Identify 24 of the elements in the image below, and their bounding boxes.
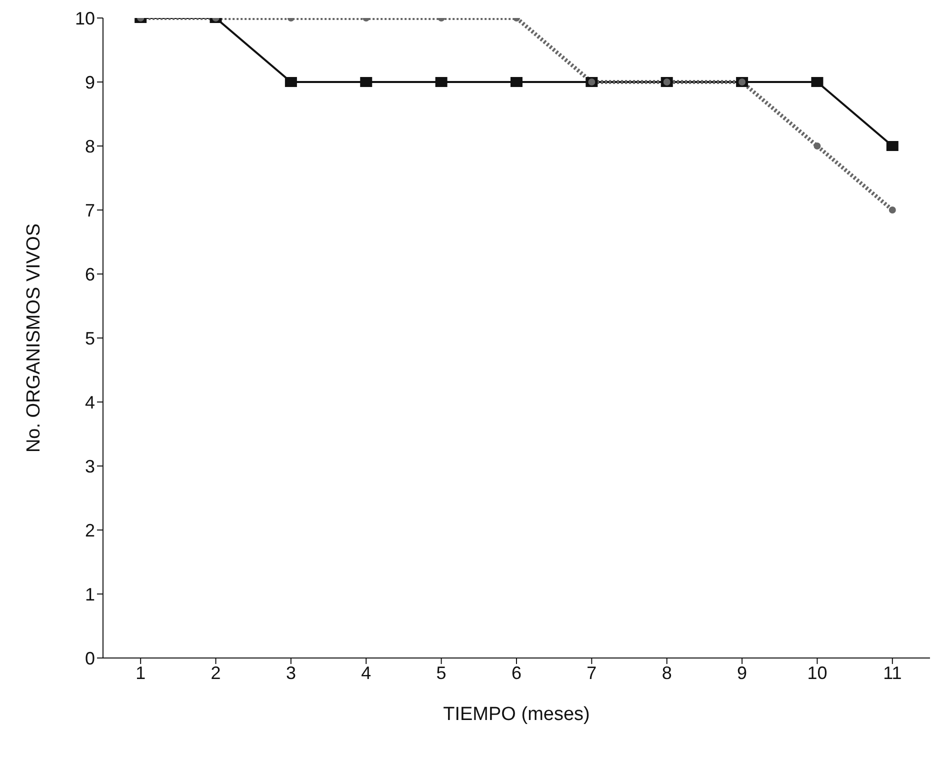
x-tick-label: 10 <box>807 662 828 683</box>
y-tick-label: 5 <box>84 328 95 348</box>
y-tick-label: 3 <box>84 456 95 476</box>
y-tick-label: 2 <box>84 520 95 540</box>
x-tick-label: 9 <box>737 662 748 683</box>
x-tick-label: 8 <box>662 662 672 683</box>
x-tick-label: 7 <box>586 662 597 683</box>
y-tick-label: 10 <box>74 8 95 28</box>
y-axis-title: No. ORGANISMOS VIVOS <box>24 223 45 453</box>
x-tick-label: 1 <box>136 662 146 683</box>
x-axis-title: TIEMPO (meses) <box>443 704 590 725</box>
y-tick-label: 7 <box>84 200 95 220</box>
x-tick-label: 3 <box>286 662 296 683</box>
y-tick-label: 0 <box>84 648 95 668</box>
x-tick-label: 6 <box>511 662 522 683</box>
y-tick-label: 9 <box>84 72 95 92</box>
y-tick-label: 1 <box>84 584 95 604</box>
x-tick-label: 2 <box>210 662 221 683</box>
x-tick-label: 11 <box>883 662 902 683</box>
y-tick-label: 8 <box>84 136 95 156</box>
y-tick-label: 4 <box>84 392 95 412</box>
y-tick-label: 6 <box>84 264 95 284</box>
x-tick-label: 5 <box>436 662 446 683</box>
x-tick-label: 4 <box>361 662 372 683</box>
